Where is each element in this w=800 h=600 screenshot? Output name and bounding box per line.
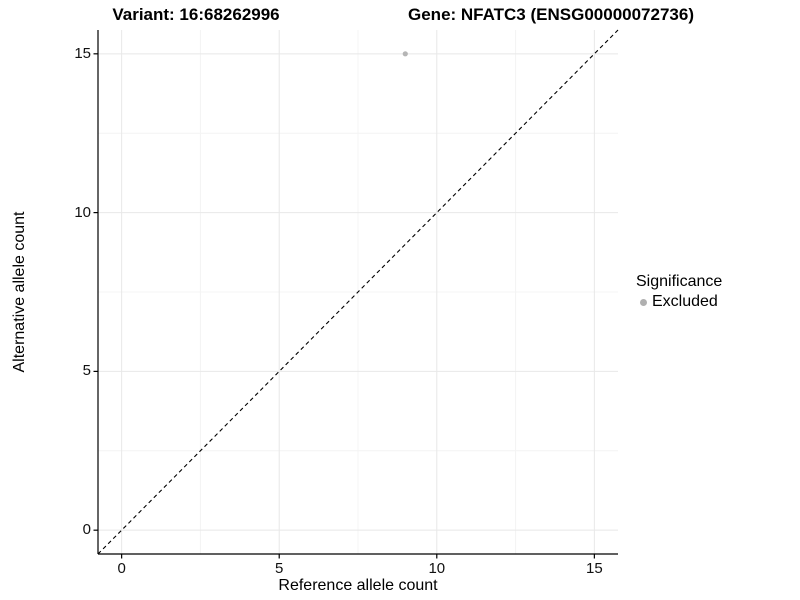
- y-tick-label-5: 5: [82, 362, 91, 380]
- x-tick-label-15: 15: [586, 560, 603, 577]
- y-tick-label-10: 10: [74, 203, 91, 221]
- y-tick-label-0: 0: [82, 521, 91, 539]
- plot-title-variant: Variant: 16:68262996: [112, 5, 280, 24]
- legend-title: Significance: [636, 273, 723, 290]
- y-tick-label-15: 15: [74, 44, 91, 62]
- y-axis-title: Alternative allele count: [11, 211, 28, 373]
- legend: Significance Excluded: [636, 273, 722, 311]
- x-tick-label-0: 0: [117, 560, 126, 577]
- x-tick-label-10: 10: [428, 560, 446, 577]
- legend-marker-excluded-icon: [640, 298, 647, 306]
- legend-item-label: Excluded: [652, 293, 718, 310]
- x-axis-title: Reference allele count: [278, 577, 438, 594]
- x-tick-label-5: 5: [275, 560, 284, 577]
- plot-title-gene: Gene: NFATC3 (ENSG00000072736): [408, 5, 694, 24]
- legend-item-excluded: Excluded: [636, 293, 722, 311]
